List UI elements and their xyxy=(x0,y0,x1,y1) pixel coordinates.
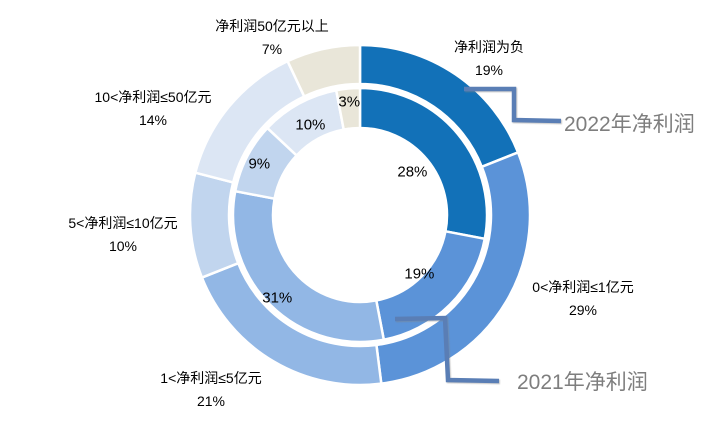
category-name: 5<净利润≤10亿元 xyxy=(68,215,178,231)
category-value: 29% xyxy=(568,302,598,318)
inner-ring-segment-2 xyxy=(231,189,386,344)
callout-line-2021 xyxy=(394,315,500,384)
category-label-3: 5<净利润≤10亿元 10% xyxy=(68,212,177,258)
category-value: 10% xyxy=(108,238,138,254)
category-label-4: 10<净利润≤50亿元 14% xyxy=(94,86,211,132)
category-label-2: 1<净利润≤5亿元 21% xyxy=(160,367,261,413)
category-value: 14% xyxy=(138,112,168,128)
callout-line-2022 xyxy=(464,86,562,124)
outer-ring-segment-3 xyxy=(188,171,240,279)
outer-ring-segment-5 xyxy=(286,43,362,98)
inner-ring-value-1: 19% xyxy=(404,265,435,283)
inner-ring-value-0: 28% xyxy=(397,163,428,181)
inner-ring-value-2: 31% xyxy=(262,289,293,307)
category-label-5: 净利润50亿元以上 7% xyxy=(215,15,329,61)
category-label-0: 净利润为负 19% xyxy=(454,36,524,82)
category-value: 19% xyxy=(474,62,504,78)
category-value: 7% xyxy=(261,41,283,57)
category-name: 1<净利润≤5亿元 xyxy=(160,370,262,386)
category-name: 净利润为负 xyxy=(454,39,524,55)
inner-ring-segment-5 xyxy=(334,86,362,131)
inner-ring-value-4: 10% xyxy=(295,116,326,134)
inner-ring-value-5: 3% xyxy=(338,93,361,110)
category-name: 净利润50亿元以上 xyxy=(215,18,329,34)
series-label-2022: 2022年净利润 xyxy=(564,113,695,136)
category-name: 0<净利润≤1亿元 xyxy=(532,279,634,295)
series-label-2021: 2021年净利润 xyxy=(517,371,648,394)
category-value: 21% xyxy=(196,393,226,409)
category-label-1: 0<净利润≤1亿元 29% xyxy=(532,276,633,322)
category-name: 10<净利润≤50亿元 xyxy=(94,89,212,105)
inner-ring-value-3: 9% xyxy=(248,155,271,173)
